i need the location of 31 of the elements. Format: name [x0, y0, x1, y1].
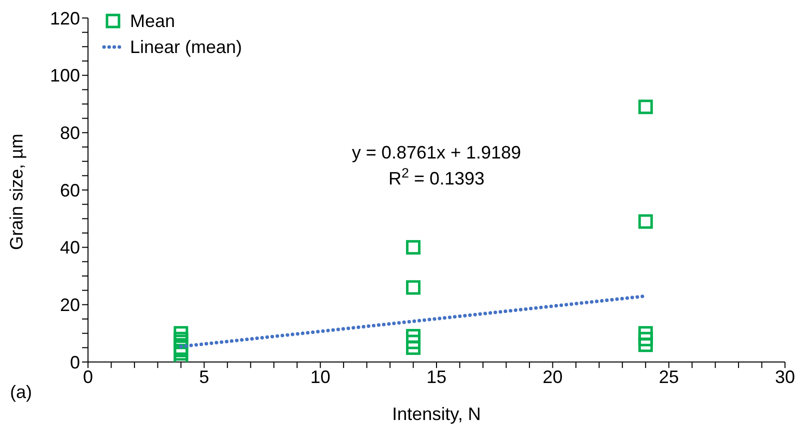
y-tick-label: 100: [50, 66, 80, 86]
y-tick-label: 40: [60, 238, 80, 258]
y-tick-label: 60: [60, 180, 80, 200]
point: [638, 100, 653, 114]
text: (a): [10, 382, 32, 402]
x-tick-label: 0: [82, 366, 94, 387]
point: [406, 280, 421, 295]
x-tick-label: 10: [310, 366, 330, 387]
x-tick-label: 20: [542, 366, 563, 387]
point: [638, 326, 653, 341]
x-tick-label: 25: [658, 366, 679, 387]
point: [406, 240, 421, 255]
y-axis-title: Grain size, µm: [6, 134, 26, 250]
y-tick-label: 20: [60, 295, 80, 316]
legend-label: Linear (mean): [130, 36, 242, 59]
legend-label: Mean: [130, 10, 176, 33]
point: [406, 340, 421, 355]
annotation: R$^{2}$ = 0.1393: [388, 164, 485, 188]
x-tick-label: 5: [199, 366, 210, 387]
y-tick-label: 80: [60, 123, 80, 144]
point: [406, 328, 421, 344]
x-axis-title: Intensity, N: [392, 404, 481, 424]
point: [638, 332, 653, 346]
point: [638, 338, 653, 352]
x-tick-label: 30: [774, 366, 796, 387]
annotation: y = 0.8761x + 1.9189: [352, 142, 522, 162]
point: [174, 326, 188, 341]
point: [638, 214, 653, 229]
y-tick-label: 120: [50, 8, 80, 28]
y-tick-label: 0: [70, 352, 80, 372]
x-tick-label: 15: [426, 366, 447, 387]
